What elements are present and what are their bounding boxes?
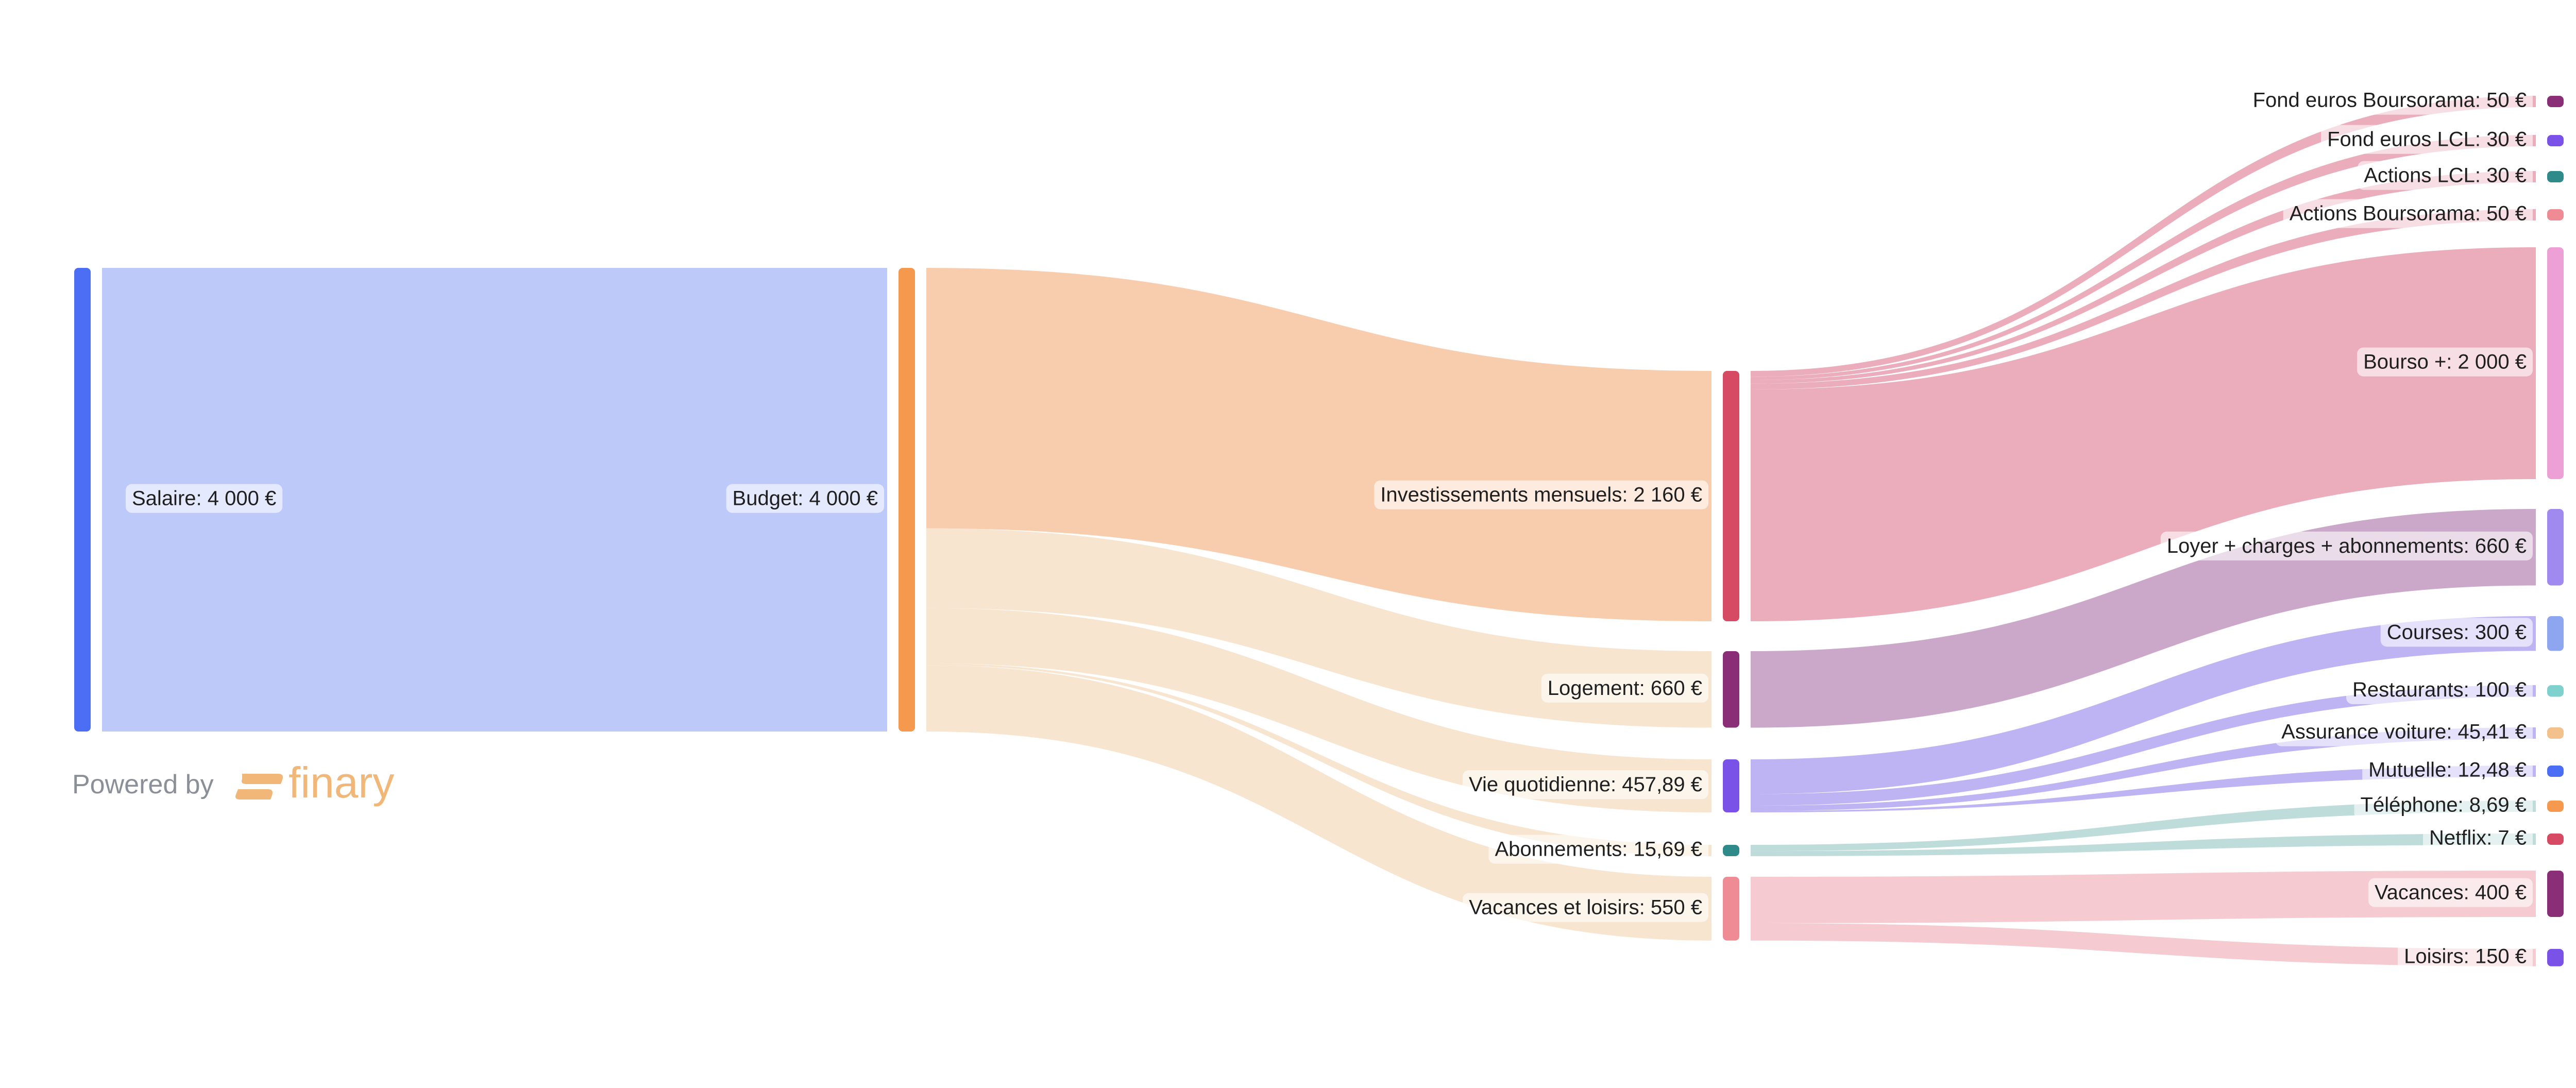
node-netflix[interactable] xyxy=(2547,834,2564,845)
node-label-bg-assurance xyxy=(2275,717,2533,746)
node-fond_bourso[interactable] xyxy=(2547,96,2564,107)
node-fond_lcl[interactable] xyxy=(2547,135,2564,146)
powered-by-branding[interactable]: Powered by finary xyxy=(72,758,394,807)
sankey-labels: Salaire: 4 000 € Budget: 4 000 € Investiss… xyxy=(126,86,2533,971)
node-actions_bourso[interactable] xyxy=(2547,209,2564,220)
brand-name: finary xyxy=(289,758,394,807)
node-label-telephone: Téléphone: 8,69 € xyxy=(2361,794,2527,817)
node-loyer[interactable] xyxy=(2547,509,2564,586)
node-label-vie: Vie quotidienne: 457,89 € xyxy=(1469,773,1702,796)
node-label-bg-abonnements xyxy=(1488,835,1708,864)
node-mutuelle[interactable] xyxy=(2547,766,2564,777)
node-assurance[interactable] xyxy=(2547,727,2564,739)
node-label-bg-telephone xyxy=(2354,790,2533,820)
node-label-bg-vacances xyxy=(2368,878,2533,907)
link-vacloisirs-to-vacances[interactable] xyxy=(1751,871,2536,923)
node-label-netflix: Netflix: 7 € xyxy=(2429,827,2527,849)
node-logement[interactable] xyxy=(1723,651,1739,728)
node-label-bg-vie xyxy=(1463,770,1708,800)
node-vie[interactable] xyxy=(1723,759,1739,813)
node-telephone[interactable] xyxy=(2547,801,2564,812)
node-restaurants[interactable] xyxy=(2547,685,2564,697)
node-label-bg-salaire xyxy=(126,484,283,513)
link-budget-to-invest[interactable] xyxy=(926,268,1711,621)
link-budget-to-abonnements[interactable] xyxy=(926,663,1711,856)
node-label-bourso_plus: Bourso +: 2 000 € xyxy=(2363,351,2527,373)
node-vacances[interactable] xyxy=(2547,871,2564,917)
node-label-budget: Budget: 4 000 € xyxy=(733,487,878,510)
link-vie-to-assurance[interactable] xyxy=(1751,727,2536,811)
link-budget-to-vacloisirs[interactable] xyxy=(926,665,1711,941)
node-label-logement: Logement: 660 € xyxy=(1548,677,1702,700)
node-vacloisirs[interactable] xyxy=(1723,877,1739,941)
link-vie-to-mutuelle[interactable] xyxy=(1751,766,2536,813)
node-label-bg-logement xyxy=(1541,673,1708,703)
node-loisirs[interactable] xyxy=(2547,949,2564,966)
node-invest[interactable] xyxy=(1723,371,1739,621)
node-label-abonnements: Abonnements: 15,69 € xyxy=(1495,838,1702,861)
node-label-bg-actions_lcl xyxy=(2358,161,2533,190)
link-logement-to-loyer[interactable] xyxy=(1751,509,2536,728)
node-label-bg-restaurants xyxy=(2346,675,2533,704)
node-label-bg-budget xyxy=(726,484,884,513)
link-invest-to-fond_bourso[interactable] xyxy=(1751,96,2536,377)
sankey-links xyxy=(102,96,2536,966)
link-abonnements-to-telephone[interactable] xyxy=(1751,801,2536,852)
link-budget-to-vie[interactable] xyxy=(926,608,1711,813)
link-invest-to-actions_lcl[interactable] xyxy=(1751,171,2536,384)
node-label-bg-actions_bourso xyxy=(2283,199,2533,228)
finary-logo-icon xyxy=(235,774,283,800)
node-abonnements[interactable] xyxy=(1723,845,1739,856)
link-invest-to-fond_lcl[interactable] xyxy=(1751,135,2536,380)
node-label-actions_bourso: Actions Boursorama: 50 € xyxy=(2290,202,2527,225)
powered-by-text: Powered by xyxy=(72,770,214,800)
node-label-bg-courses xyxy=(2380,618,2533,647)
link-budget-to-logement[interactable] xyxy=(926,528,1711,728)
link-vie-to-restaurants[interactable] xyxy=(1751,685,2536,806)
link-vacloisirs-to-loisirs[interactable] xyxy=(1751,923,2536,966)
node-label-actions_lcl: Actions LCL: 30 € xyxy=(2364,164,2527,187)
node-label-loisirs: Loisirs: 150 € xyxy=(2404,945,2527,967)
node-bourso_plus[interactable] xyxy=(2547,247,2564,479)
link-salaire-to-budget[interactable] xyxy=(102,268,887,732)
node-label-salaire: Salaire: 4 000 € xyxy=(132,487,276,510)
node-label-fond_lcl: Fond euros LCL: 30 € xyxy=(2327,128,2527,151)
link-invest-to-bourso_plus[interactable] xyxy=(1751,247,2536,621)
node-label-vacances: Vacances: 400 € xyxy=(2375,881,2527,904)
node-label-invest: Investissements mensuels: 2 160 € xyxy=(1380,484,1702,506)
node-label-bg-netflix xyxy=(2423,823,2533,853)
node-label-bg-vacloisirs xyxy=(1463,893,1708,922)
node-label-bg-loisirs xyxy=(2398,942,2533,971)
node-label-bg-mutuelle xyxy=(2362,755,2533,785)
node-budget[interactable] xyxy=(899,268,915,732)
sankey-nodes xyxy=(74,96,2564,966)
node-label-bg-fond_bourso xyxy=(2246,86,2533,115)
node-label-vacloisirs: Vacances et loisirs: 550 € xyxy=(1469,896,1702,919)
link-vie-to-courses[interactable] xyxy=(1751,616,2536,794)
node-label-fond_bourso: Fond euros Boursorama: 50 € xyxy=(2253,89,2527,112)
node-salaire[interactable] xyxy=(74,268,91,732)
node-label-loyer: Loyer + charges + abonnements: 660 € xyxy=(2167,535,2527,557)
node-label-bg-loyer xyxy=(2160,531,2533,560)
node-label-bg-bourso_plus xyxy=(2357,347,2533,377)
link-invest-to-actions_bourso[interactable] xyxy=(1751,209,2536,389)
node-label-courses: Courses: 300 € xyxy=(2387,621,2527,643)
node-label-restaurants: Restaurants: 100 € xyxy=(2352,678,2527,701)
node-label-assurance: Assurance voiture: 45,41 € xyxy=(2281,721,2527,743)
node-courses[interactable] xyxy=(2547,616,2564,651)
link-abonnements-to-netflix[interactable] xyxy=(1751,834,2536,856)
node-label-mutuelle: Mutuelle: 12,48 € xyxy=(2368,759,2527,781)
node-label-bg-invest xyxy=(1374,480,1708,509)
node-actions_lcl[interactable] xyxy=(2547,171,2564,182)
node-label-bg-fond_lcl xyxy=(2321,125,2533,154)
